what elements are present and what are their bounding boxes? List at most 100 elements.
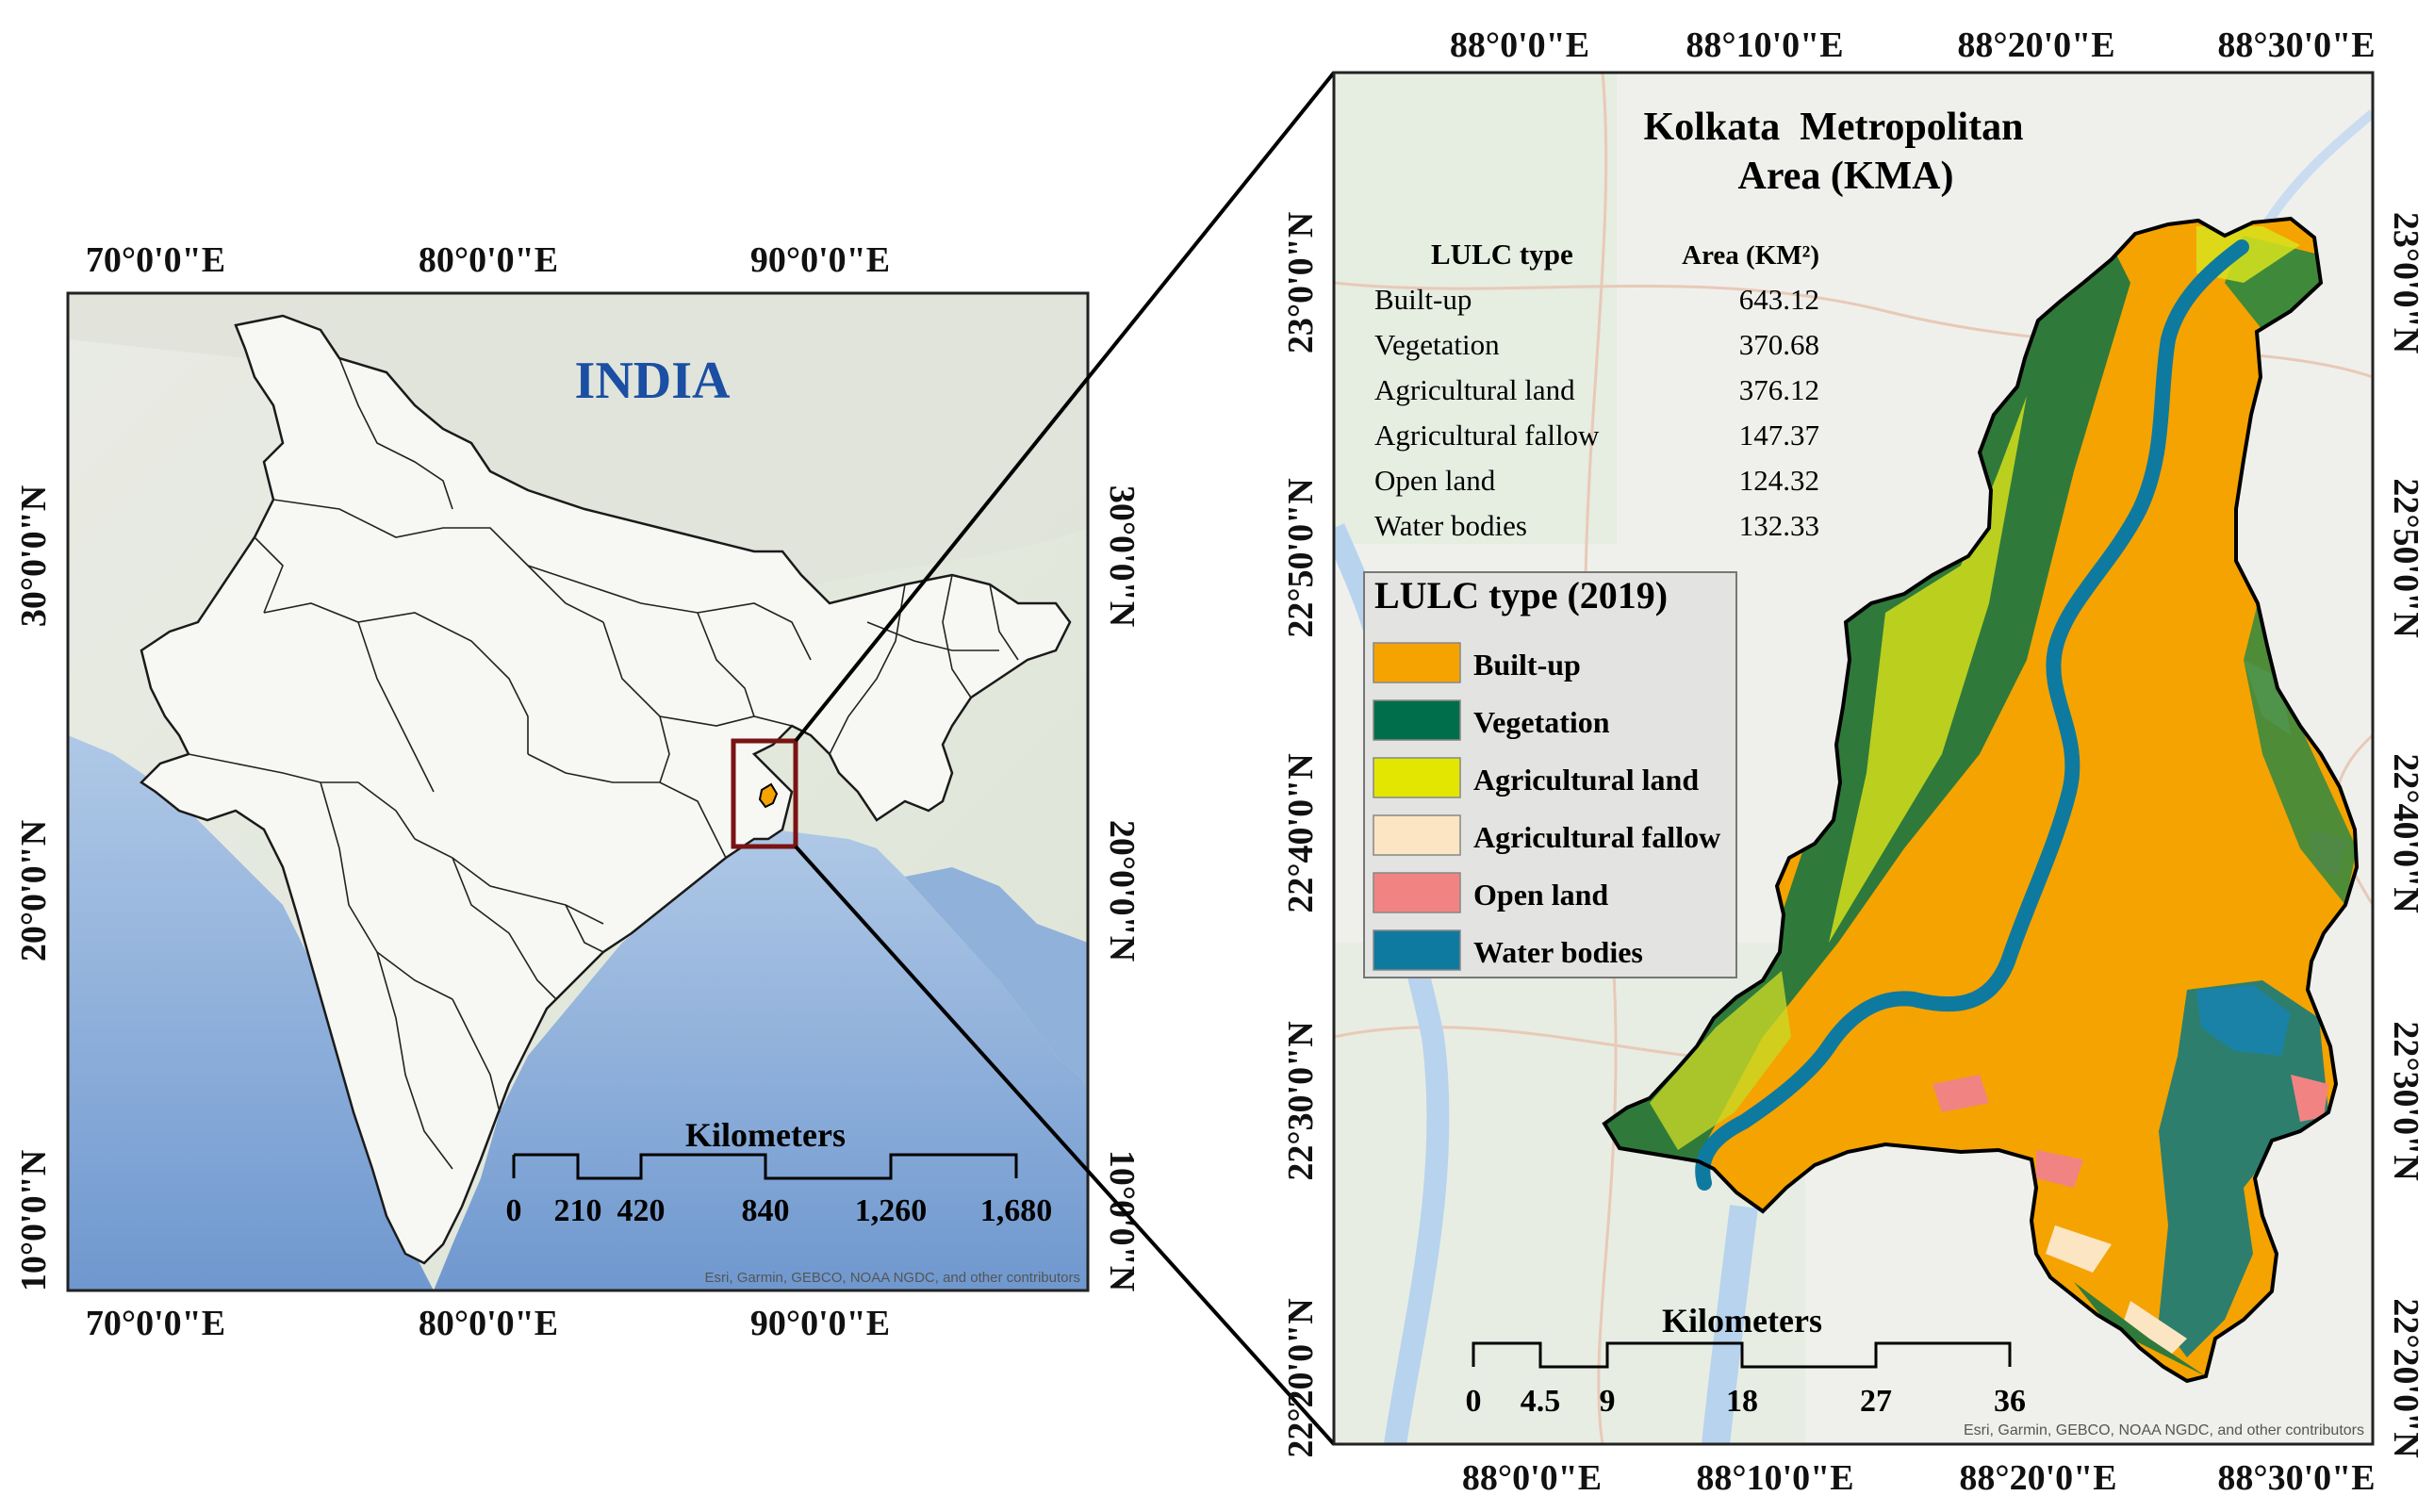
legend-swatch	[1373, 757, 1461, 798]
legend-label: Open land	[1473, 878, 1608, 912]
table-header-area: Area (KM²)	[1682, 240, 1819, 271]
kma-right-tick: 22°50'0"N	[2386, 478, 2426, 637]
bay-of-bengal	[434, 830, 1088, 1290]
kma-scale-bar: Kilometers 0 4.5 9 18 27 36	[1466, 1302, 2027, 1419]
kma-top-tick: 88°20'0"E	[1957, 25, 2114, 65]
kolkata-marker	[758, 782, 779, 809]
india-left-tick: 30°0'0"N	[14, 485, 54, 627]
arabian-sea	[68, 735, 434, 1290]
india-right-tick: 10°0'0"N	[1102, 1150, 1142, 1291]
south-sea-strip	[905, 867, 1088, 1084]
east-wetland	[2159, 980, 2328, 1357]
table-row-area: 147.37	[1739, 419, 1819, 452]
india-right-tick: 20°0'0"N	[1102, 820, 1142, 961]
kma-lulc-raster	[1602, 216, 2360, 1384]
table-row-type: Water bodies	[1374, 509, 1527, 542]
india-bottom-tick: 70°0'0"E	[86, 1304, 225, 1343]
table-row-area: 370.68	[1739, 328, 1819, 361]
table-row-type: Built-up	[1374, 283, 1472, 316]
india-attribution: Esri, Garmin, GEBCO, NOAA NGDC, and othe…	[705, 1270, 1080, 1286]
kma-right-ticks: 23°0'0"N 22°50'0"N 22°40'0"N 22°30'0"N 2…	[2386, 212, 2426, 1458]
india-map-frame	[66, 291, 1090, 1292]
kma-top-tick: 88°30'0"E	[2217, 25, 2375, 65]
legend-label: Vegetation	[1473, 705, 1610, 739]
kma-right-tick: 22°40'0"N	[2386, 753, 2426, 912]
kma-right-tick: 22°20'0"N	[2386, 1298, 2426, 1457]
kma-bottom-tick: 88°0'0"E	[1462, 1458, 1602, 1498]
legend-title: LULC type (2019)	[1374, 574, 1668, 616]
kma-locator-box	[731, 738, 798, 849]
india-scale-title: Kilometers	[685, 1116, 846, 1154]
india-outline	[140, 314, 1072, 1265]
zoom-connector-lines	[794, 71, 1336, 1446]
table-row-type: Agricultural fallow	[1374, 419, 1600, 452]
kma-left-tick: 22°50'0"N	[1281, 478, 1321, 637]
india-scale-label: 1,260	[855, 1193, 928, 1228]
india-top-ticks: 70°0'0"E 80°0'0"E 90°0'0"E	[86, 240, 890, 280]
kma-bottom-tick: 88°10'0"E	[1696, 1458, 1853, 1498]
kma-top-tick: 88°10'0"E	[1686, 25, 1843, 65]
table-row-type: Agricultural land	[1374, 373, 1575, 406]
hooghly-river	[1695, 239, 2249, 1191]
kma-scale-label: 18	[1726, 1384, 1758, 1419]
kma-left-tick: 23°0'0"N	[1281, 212, 1321, 353]
india-scale-label: 0	[506, 1193, 522, 1228]
legend-swatch	[1373, 814, 1461, 856]
state-boundaries	[188, 357, 1019, 1170]
legend-swatch	[1373, 642, 1461, 683]
table-row-area: 376.12	[1739, 373, 1819, 406]
kma-right-tick: 22°30'0"N	[2386, 1021, 2426, 1180]
india-top-tick: 80°0'0"E	[419, 240, 558, 280]
kma-scale-label: 27	[1860, 1384, 1892, 1419]
india-title: INDIA	[575, 352, 731, 410]
kma-bottom-tick: 88°30'0"E	[2217, 1458, 2375, 1498]
kma-top-ticks: 88°0'0"E 88°10'0"E 88°20'0"E 88°30'0"E	[1450, 25, 2376, 65]
kma-left-ticks: 23°0'0"N 22°50'0"N 22°40'0"N 22°30'0"N 2…	[1281, 212, 1321, 1458]
india-right-tick: 30°0'0"N	[1102, 485, 1142, 627]
kma-left-tick: 22°40'0"N	[1281, 753, 1321, 912]
kma-scale-label: 0	[1466, 1384, 1482, 1419]
kma-boundary	[1602, 216, 2360, 1384]
legend-label: Agricultural fallow	[1473, 820, 1720, 854]
india-left-ticks: 30°0'0"N 20°0'0"N 10°0'0"N	[14, 485, 54, 1291]
lulc-area-table: LULC type Area (KM²) Built-up 643.12 Veg…	[1374, 238, 1819, 542]
india-scale-line	[512, 1153, 1018, 1180]
table-header-type: LULC type	[1431, 238, 1573, 271]
kma-scale-label: 9	[1600, 1384, 1616, 1419]
india-top-tick: 90°0'0"E	[750, 240, 890, 280]
kma-bottom-tick: 88°20'0"E	[1959, 1458, 2116, 1498]
legend-label: Agricultural land	[1473, 763, 1699, 797]
table-row-area: 643.12	[1739, 283, 1819, 316]
india-top-tick: 70°0'0"E	[86, 240, 225, 280]
kma-top-tick: 88°0'0"E	[1450, 25, 1589, 65]
india-bottom-tick: 80°0'0"E	[419, 1304, 558, 1343]
basemap-river	[1702, 1205, 1758, 1444]
kma-scale-title: Kilometers	[1662, 1302, 1822, 1339]
east-wetland-water	[2196, 985, 2291, 1056]
india-scale-bar: Kilometers 0 210 420 840 1,260 1,680	[506, 1116, 1053, 1228]
kma-title-line2: Area (KMA)	[1738, 155, 1954, 198]
legend-label: Built-up	[1473, 648, 1581, 682]
table-row-area: 132.33	[1739, 509, 1819, 542]
kma-basemap-green-patch	[1334, 73, 1617, 544]
kma-right-tick: 23°0'0"N	[2386, 212, 2426, 353]
agri-belt	[1650, 971, 1791, 1150]
table-row-type: Vegetation	[1374, 328, 1500, 361]
india-bottom-ticks: 70°0'0"E 80°0'0"E 90°0'0"E	[86, 1304, 890, 1343]
legend-swatch	[1373, 929, 1461, 971]
india-scale-label: 210	[554, 1193, 602, 1228]
india-scale-label: 1,680	[980, 1193, 1053, 1228]
legend-swatch	[1373, 872, 1461, 913]
kma-map-frame	[1332, 71, 2375, 1446]
legend-label: Water bodies	[1473, 935, 1643, 969]
lulc-legend: LULC type (2019) Built-up Vegetation Agr…	[1363, 571, 1737, 978]
kma-left-tick: 22°20'0"N	[1281, 1298, 1321, 1457]
india-left-tick: 10°0'0"N	[14, 1150, 54, 1291]
vegetation-east	[2244, 603, 2357, 905]
india-map-panel: INDIA 70°0'0"E 80°0'0"E 90°0'0"E 70°0'0"…	[14, 240, 1142, 1343]
kma-scale-label: 4.5	[1521, 1384, 1561, 1419]
kma-title-line1: Kolkata Metropolitan	[1644, 106, 2024, 149]
kma-attribution: Esri, Garmin, GEBCO, NOAA NGDC, and othe…	[1964, 1422, 2364, 1438]
kma-scale-line	[1472, 1341, 2012, 1369]
